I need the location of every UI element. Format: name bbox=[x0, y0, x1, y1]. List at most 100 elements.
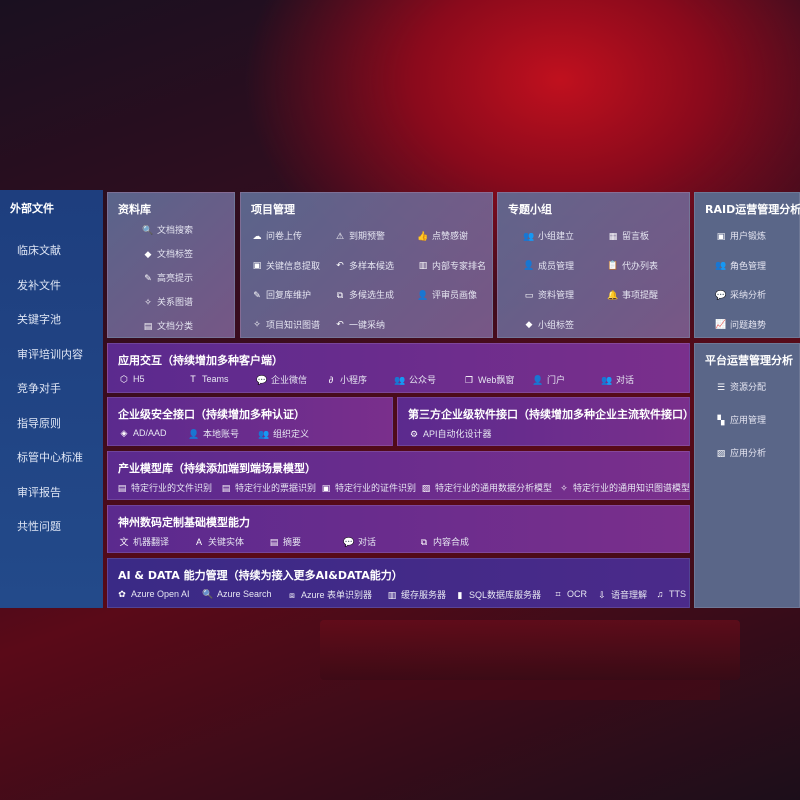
item-openai[interactable]: ✿ Azure Open AI bbox=[116, 588, 190, 600]
pen-icon: ✎ bbox=[144, 272, 152, 283]
item-qa[interactable]: 💬 采纳分析 bbox=[715, 288, 766, 301]
item-chat[interactable]: 👥 对话 bbox=[601, 373, 634, 386]
item-trend[interactable]: 📈 问题趋势 bbox=[715, 318, 766, 331]
item-speech[interactable]: ⇩ 语音理解 bbox=[596, 588, 647, 601]
item-label: Azure Open AI bbox=[131, 589, 190, 599]
form-icon: ⧈ bbox=[289, 589, 295, 600]
item-graph[interactable]: ✧ 关系图谱 bbox=[142, 295, 193, 308]
item-entity[interactable]: A 关键实体 bbox=[193, 535, 244, 548]
item-clipboard[interactable]: 📋 代办列表 bbox=[607, 259, 658, 272]
member-add-icon: 👤 bbox=[523, 260, 535, 270]
item-org[interactable]: 👥 组织定义 bbox=[258, 427, 309, 440]
sidebar-item[interactable]: 标管中心标准 bbox=[17, 451, 83, 464]
sidebar-item[interactable]: 审评培训内容 bbox=[17, 347, 83, 361]
item-group[interactable]: 👥 角色管理 bbox=[715, 259, 766, 272]
item-label: 小组标签 bbox=[538, 319, 575, 330]
item-chat[interactable]: 💬 对话 bbox=[343, 535, 376, 548]
item-wecom[interactable]: 💬 企业微信 bbox=[256, 373, 307, 386]
panel-title: 应用交互（持续增加多种客户端） bbox=[118, 354, 283, 367]
panel-title: AI & DATA 能力管理（持续为接入更多AI&DATA能力） bbox=[118, 569, 403, 582]
panel-title: RAID运营管理分析 bbox=[705, 203, 800, 216]
item-group[interactable]: 👥 小组建立 bbox=[523, 229, 574, 242]
item-label: 对话 bbox=[358, 537, 377, 547]
item-id-card[interactable]: ▣ 用户锻炼 bbox=[715, 229, 766, 242]
sidebar-item[interactable]: 指导原则 bbox=[17, 416, 61, 430]
panel-security-interface: 企业级安全接口（持续增加多种认证） ◈ AD/AAD 👤 本地账号 👥 组织定义 bbox=[107, 397, 393, 446]
item-bbs[interactable]: ▦ 留言板 bbox=[607, 229, 649, 242]
item-label: 缓存服务器 bbox=[401, 590, 447, 600]
item-label: 资料管理 bbox=[538, 290, 575, 300]
graph-icon: ✧ bbox=[560, 482, 568, 493]
panel-industry-models: 产业模型库（持续添加端到端场景模型） ▤ 特定行业的文件识别 ▤ 特定行业的票据识别 ▣ 特… bbox=[107, 451, 690, 500]
reply-icon: ↶ bbox=[336, 319, 344, 329]
item-cloud-upload[interactable]: ☁ 问卷上传 bbox=[251, 229, 303, 242]
item-image[interactable]: ▨ 特定行业的通用数据分析模型 bbox=[420, 481, 552, 494]
alarm-icon: ⚠ bbox=[335, 230, 345, 241]
item-document-search[interactable]: 🔍 文档搜索 bbox=[142, 223, 193, 236]
tag-icon: ◆ bbox=[525, 319, 533, 329]
item-id-card[interactable]: ▣ 特定行业的证件识别 bbox=[320, 481, 416, 494]
search-icon: 🔍 bbox=[202, 589, 214, 599]
item-sql[interactable]: ▮ SQL数据库服务器 bbox=[454, 588, 542, 601]
item-file[interactable]: ▤ 特定行业的文件识别 bbox=[116, 481, 212, 494]
item-receipt[interactable]: ▤ 特定行业的票据识别 bbox=[220, 481, 316, 494]
item-member-add[interactable]: 👤 成员管理 bbox=[523, 259, 574, 272]
item-label: 语音理解 bbox=[611, 590, 648, 600]
item-search[interactable]: 🔍 Azure Search bbox=[202, 588, 271, 600]
item-portal[interactable]: 👤 门户 bbox=[532, 373, 565, 386]
item-graph[interactable]: ✧ 特定行业的通用知识图谱模型 bbox=[558, 481, 690, 494]
item-html5[interactable]: ⬡ H5 bbox=[118, 373, 144, 385]
item-official-account[interactable]: 👥 公众号 bbox=[394, 373, 436, 386]
org-icon: 👥 bbox=[258, 428, 270, 439]
item-thumbs-up[interactable]: 👍 点赞感谢 bbox=[417, 229, 468, 242]
item-alarm[interactable]: ⚠ 到期预警 bbox=[334, 229, 385, 242]
item-extract[interactable]: ▣ 关键信息提取 bbox=[251, 259, 320, 272]
item-compose[interactable]: ⧉ 内容合成 bbox=[418, 535, 469, 548]
item-label: SQL数据库服务器 bbox=[469, 590, 542, 600]
sidebar-item[interactable]: 共性问题 bbox=[17, 520, 61, 533]
extract-icon: ▣ bbox=[252, 260, 262, 270]
sidebar-item[interactable]: 审评报告 bbox=[17, 485, 61, 499]
item-teams[interactable]: T Teams bbox=[187, 373, 228, 385]
item-ocr[interactable]: ⌗ OCR bbox=[552, 588, 587, 600]
sidebar-item[interactable]: 竞争对手 bbox=[17, 382, 61, 395]
item-folder[interactable]: ▭ 资料管理 bbox=[523, 288, 574, 301]
tag-icon: ◆ bbox=[144, 248, 152, 259]
item-ad[interactable]: ◈ AD/AAD bbox=[118, 427, 167, 439]
item-tts[interactable]: ♫ TTS bbox=[654, 588, 686, 600]
translate-icon: 文 bbox=[119, 536, 129, 547]
item-translate[interactable]: 文机器翻译 bbox=[118, 535, 169, 548]
item-reply[interactable]: ↶ 多样本候选 bbox=[334, 259, 394, 272]
item-label: 点赞感谢 bbox=[432, 231, 469, 241]
item-miniprogram[interactable]: ∂ 小程序 bbox=[325, 373, 367, 386]
item-local-account[interactable]: 👤 本地账号 bbox=[188, 427, 239, 440]
item-tag[interactable]: ◆ 小组标签 bbox=[523, 318, 574, 331]
item-puzzle[interactable]: ⧉ 多候选生成 bbox=[334, 288, 394, 301]
item-cache[interactable]: ▥ 缓存服务器 bbox=[386, 588, 446, 601]
entity-icon: A bbox=[195, 536, 202, 547]
item-ranking[interactable]: ▥ 内部专家排名 bbox=[417, 259, 486, 272]
item-bell[interactable]: 🔔 事项提醒 bbox=[607, 288, 658, 301]
item-tag[interactable]: ◆ 文档标签 bbox=[142, 247, 193, 260]
miniprogram-icon: ∂ bbox=[328, 374, 334, 385]
item-window[interactable]: ❐ Web飘窗 bbox=[463, 373, 514, 386]
item-pen[interactable]: ✎ 高亮提示 bbox=[142, 271, 193, 284]
item-user[interactable]: 👤 评审员画像 bbox=[417, 288, 477, 301]
item-chart[interactable]: ▨ 应用分析 bbox=[715, 446, 766, 459]
item-apps[interactable]: ▚ 应用管理 bbox=[715, 413, 766, 426]
trend-icon: 📈 bbox=[715, 319, 727, 329]
sidebar-item[interactable]: 临床文献 bbox=[17, 244, 61, 257]
item-document[interactable]: ▤ 文档分类 bbox=[142, 319, 193, 332]
item-edit[interactable]: ✎ 回复库维护 bbox=[251, 288, 311, 301]
qa-icon: 💬 bbox=[715, 289, 727, 300]
item-form[interactable]: ⧈ Azure 表单识别器 bbox=[286, 588, 372, 601]
sidebar-item[interactable]: 关键字池 bbox=[17, 313, 61, 326]
apps-icon: ▚ bbox=[717, 414, 725, 425]
item-label: 采纳分析 bbox=[730, 290, 767, 300]
item-summary[interactable]: ▤ 摘要 bbox=[268, 535, 301, 548]
item-graph[interactable]: ✧ 项目知识图谱 bbox=[251, 318, 320, 331]
sidebar-item[interactable]: 发补文件 bbox=[17, 278, 61, 292]
item-gear[interactable]: ⚙ API自动化设计器 bbox=[408, 427, 492, 440]
item-list[interactable]: ☰ 资源分配 bbox=[715, 380, 766, 393]
item-reply[interactable]: ↶ 一键采纳 bbox=[334, 318, 385, 331]
